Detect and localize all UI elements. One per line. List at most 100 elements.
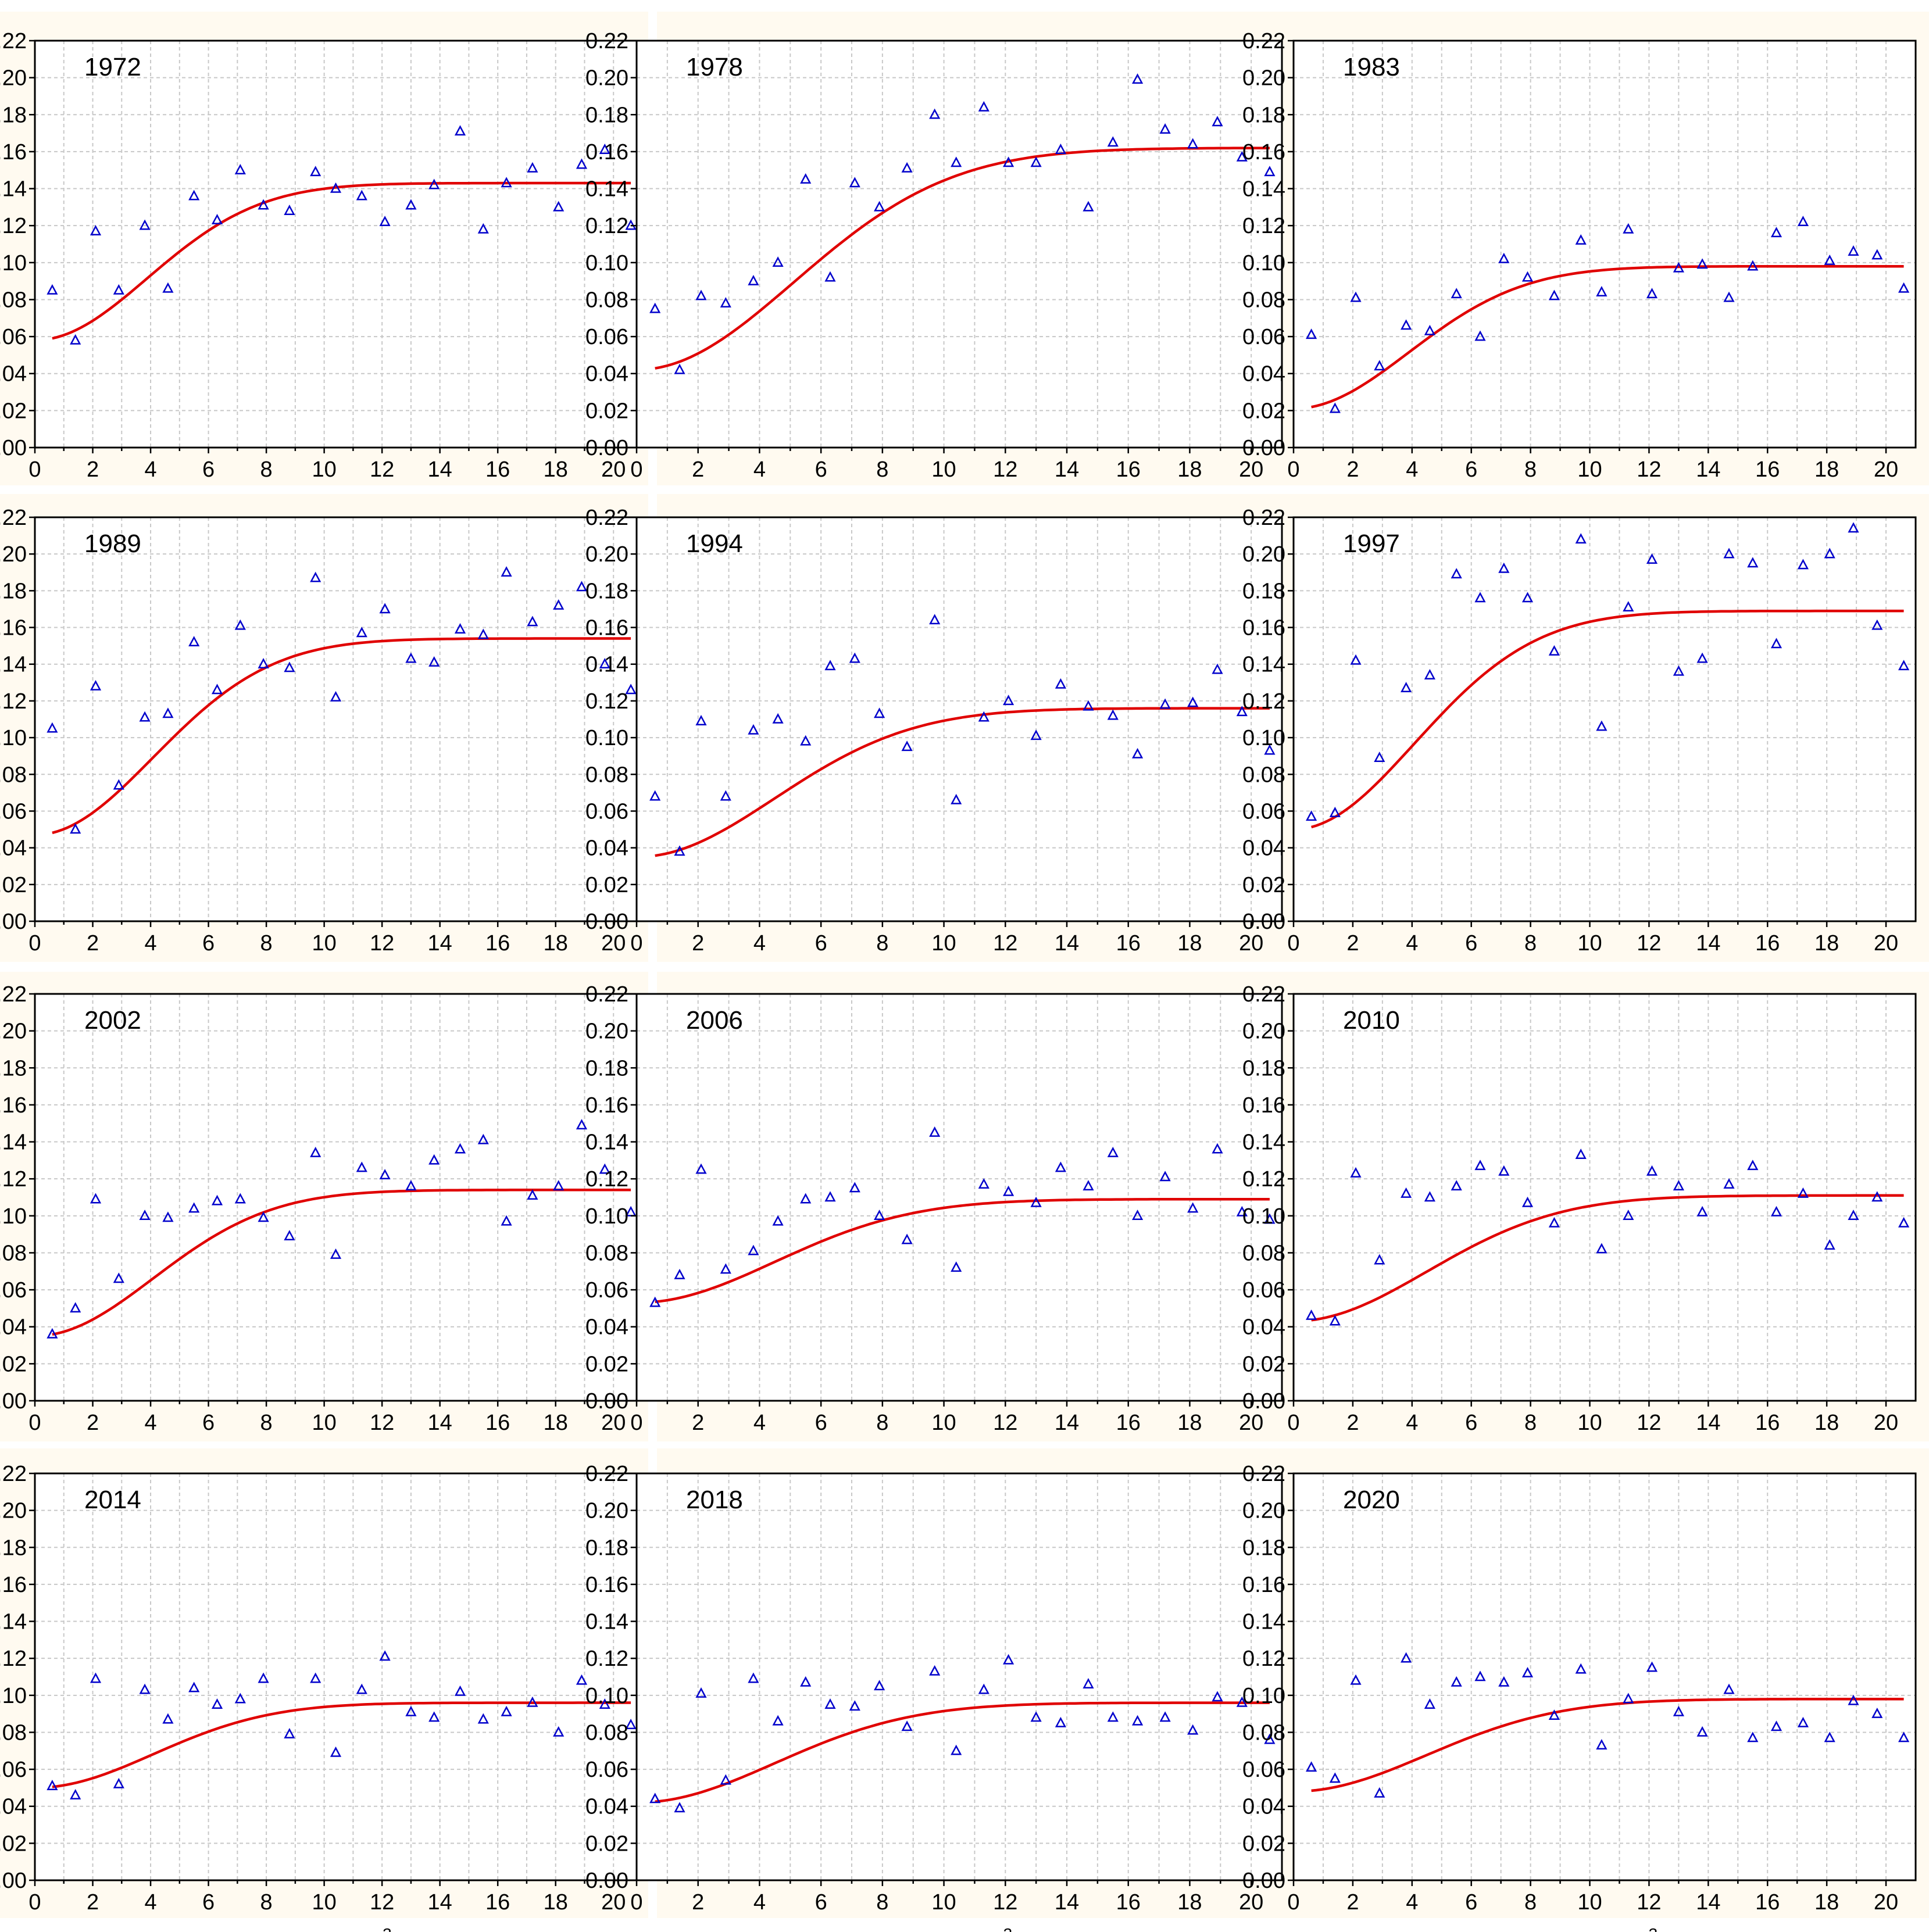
data-point (284, 661, 295, 672)
y-tick-label: 0.10 (1242, 726, 1285, 750)
y-tick-label: 0.14 (585, 1130, 628, 1155)
x-tick-label: 0 (630, 457, 642, 482)
data-point (649, 790, 661, 801)
data-point (258, 1211, 269, 1222)
data-point (748, 724, 759, 735)
data-point (47, 1780, 58, 1790)
plot-area (35, 517, 642, 921)
data-point (211, 213, 223, 224)
x-axis-title: Distance (103 m) (252, 1925, 426, 1932)
y-tick-label: 0.04 (585, 1795, 628, 1819)
x-axis-title-suffix: m) (1012, 1929, 1046, 1932)
x-tick-label: 8 (260, 931, 273, 956)
x-tick-label: 18 (544, 931, 568, 956)
x-tick-label: 6 (202, 1411, 215, 1435)
y-tick-label: 0.14 (585, 1610, 628, 1634)
data-point (356, 1683, 367, 1694)
data-point (1723, 291, 1735, 302)
y-tick-label: 0.12 (585, 214, 628, 238)
data-point (1898, 1217, 1910, 1228)
x-tick-label: 4 (1406, 457, 1418, 482)
y-tick-label: 0.20 (585, 1019, 628, 1044)
data-point (649, 1296, 661, 1307)
y-tick-label: 0.16 (1242, 616, 1285, 641)
data-point (330, 690, 342, 702)
data-point (454, 623, 466, 634)
data-point (1030, 729, 1042, 740)
data-point (258, 1672, 269, 1683)
y-tick-label: 0.18 (1242, 1536, 1285, 1560)
x-tick-label: 18 (1814, 931, 1839, 956)
data-point (1596, 1739, 1608, 1749)
data-point (1329, 402, 1341, 413)
y-tick-label: 0.14 (1242, 1130, 1285, 1155)
x-tick-label: 16 (1116, 931, 1141, 956)
data-point (1329, 1315, 1341, 1326)
plot-area (637, 994, 1282, 1401)
y-tick-label: 0.08 (0, 1720, 27, 1745)
y-tick-label: 0.02 (1242, 399, 1285, 423)
chart-panel-1997: 0.00 0.02 0.04 0.06 0.08 0.10 0.12 0.14 0.16 0.18… (1242, 494, 1929, 962)
y-tick-label: 0.20 (1242, 542, 1285, 567)
year-label: 2018 (686, 1486, 743, 1514)
y-tick-label: 0.20 (585, 1499, 628, 1523)
data-point (1770, 638, 1782, 649)
y-tick-label: 0.22 (585, 506, 628, 530)
plot-area (35, 994, 642, 1401)
data-point (1236, 1205, 1248, 1217)
data-point (1521, 1196, 1534, 1207)
y-tick-label: 0.06 (0, 1278, 27, 1303)
data-point (1264, 1733, 1276, 1744)
x-tick-label: 6 (815, 931, 827, 956)
y-tick-label: 0.08 (1242, 1241, 1285, 1265)
x-axis-title-suffix: m) (1657, 1929, 1691, 1932)
data-point (188, 1681, 200, 1693)
y-tick-label: 0.02 (585, 399, 628, 423)
data-point (1003, 1654, 1014, 1665)
data-point (772, 256, 784, 267)
data-point (599, 658, 610, 668)
data-point (1187, 1202, 1199, 1213)
y-tick-label: 0.06 (1242, 799, 1285, 824)
y-tick-label: 0.12 (0, 1647, 27, 1671)
data-point (1797, 559, 1809, 570)
y-tick-label: 0.00 (585, 436, 628, 460)
x-tick-label: 8 (260, 1411, 273, 1435)
year-label: 1994 (686, 529, 743, 558)
data-point (234, 1193, 246, 1204)
y-tick-label: 0.16 (585, 616, 628, 641)
data-point (901, 1720, 913, 1731)
data-point (1374, 752, 1385, 763)
x-tick-label: 8 (1524, 931, 1537, 956)
data-point (1747, 1160, 1759, 1171)
x-tick-label: 10 (931, 931, 956, 956)
y-tick-label: 0.00 (1242, 1389, 1285, 1414)
data-point (356, 189, 367, 201)
data-point (720, 297, 731, 308)
y-tick-label: 0.16 (0, 1573, 27, 1597)
data-point (929, 108, 941, 119)
data-point (951, 1261, 962, 1272)
data-point (501, 1215, 512, 1226)
data-point (1646, 553, 1658, 564)
data-point (553, 1180, 565, 1191)
data-point (824, 271, 836, 282)
data-point (356, 627, 367, 638)
x-tick-label: 16 (485, 1890, 510, 1915)
data-point (1474, 330, 1486, 341)
data-point (1401, 682, 1412, 693)
data-point (1575, 234, 1587, 245)
data-point (1824, 1239, 1835, 1250)
data-point (162, 1713, 174, 1724)
data-point (428, 656, 440, 667)
y-tick-label: 0.20 (1242, 66, 1285, 91)
data-point (1723, 548, 1735, 559)
data-point (405, 1705, 417, 1716)
data-point (599, 144, 610, 154)
y-tick-label: 0.12 (0, 689, 27, 714)
data-point (1848, 522, 1859, 533)
x-tick-label: 10 (931, 457, 956, 482)
x-tick-label: 6 (815, 1890, 827, 1915)
fitted-model-line (655, 1701, 1270, 1804)
data-point (1306, 1309, 1317, 1320)
